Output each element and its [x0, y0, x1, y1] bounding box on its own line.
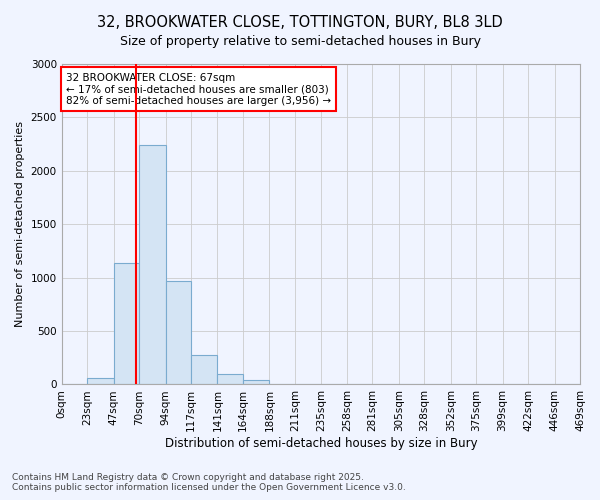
Bar — [87, 378, 113, 384]
X-axis label: Distribution of semi-detached houses by size in Bury: Distribution of semi-detached houses by … — [164, 437, 477, 450]
Text: 32 BROOKWATER CLOSE: 67sqm
← 17% of semi-detached houses are smaller (803)
82% o: 32 BROOKWATER CLOSE: 67sqm ← 17% of semi… — [66, 72, 331, 106]
Text: Contains HM Land Registry data © Crown copyright and database right 2025.
Contai: Contains HM Land Registry data © Crown c… — [12, 473, 406, 492]
Bar — [243, 380, 269, 384]
Y-axis label: Number of semi-detached properties: Number of semi-detached properties — [15, 121, 25, 327]
Bar — [191, 355, 217, 384]
Bar — [113, 262, 139, 384]
Text: Size of property relative to semi-detached houses in Bury: Size of property relative to semi-detach… — [119, 35, 481, 48]
Bar — [166, 281, 191, 384]
Bar — [217, 374, 243, 384]
Bar — [139, 145, 166, 384]
Text: 32, BROOKWATER CLOSE, TOTTINGTON, BURY, BL8 3LD: 32, BROOKWATER CLOSE, TOTTINGTON, BURY, … — [97, 15, 503, 30]
